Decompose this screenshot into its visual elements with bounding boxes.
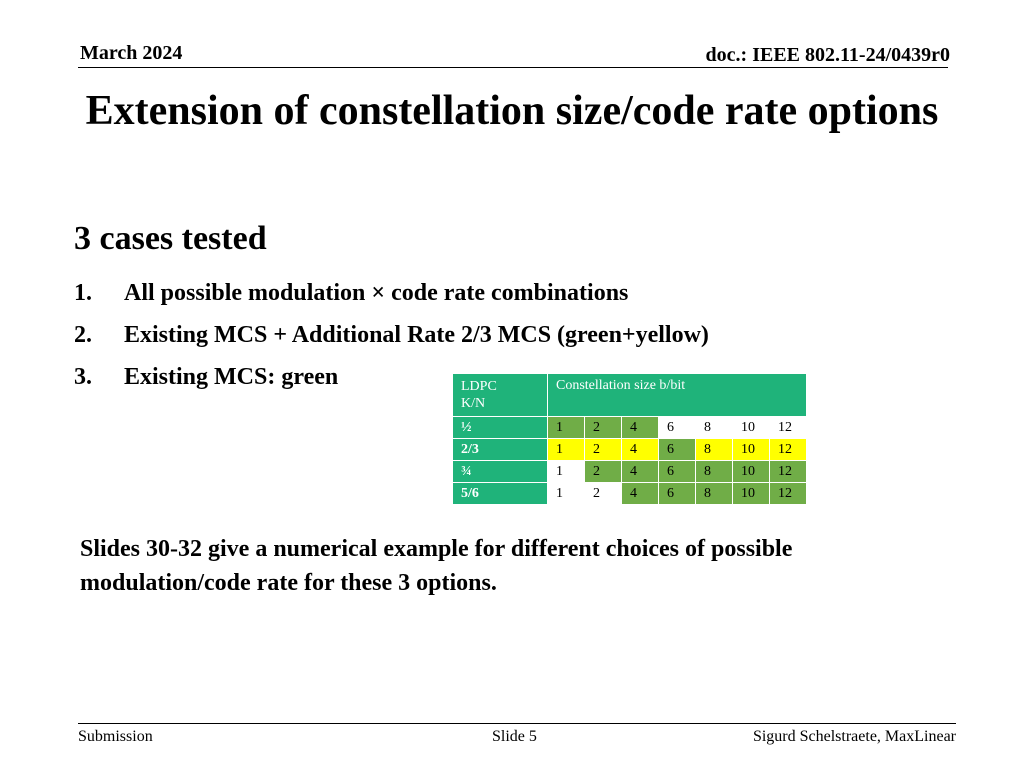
list-number: 1. xyxy=(74,280,92,306)
list-text: Existing MCS + Additional Rate 2/3 MCS (… xyxy=(124,322,709,348)
footer-submission: Submission xyxy=(78,728,153,745)
mcs-cell: 12 xyxy=(769,438,807,461)
mcs-cell: 12 xyxy=(769,460,807,483)
list-number: 3. xyxy=(74,364,92,390)
list-text: All possible modulation × code rate comb… xyxy=(124,280,629,306)
mcs-cell: 4 xyxy=(621,460,659,483)
table-row: ¾ 1 2 4 6 8 10 12 xyxy=(452,460,807,483)
mcs-cell: 10 xyxy=(732,416,770,439)
mcs-cell: 8 xyxy=(695,460,733,483)
rate-label-cell: 2/3 xyxy=(452,438,548,461)
header-date: March 2024 xyxy=(80,42,183,64)
mcs-cell: 2 xyxy=(584,482,622,505)
mcs-cell: 1 xyxy=(547,482,585,505)
corner-label: LDPC K/N xyxy=(461,379,497,411)
mcs-cell: 12 xyxy=(769,416,807,439)
cases-list: 1. All possible modulation × code rate co… xyxy=(74,276,709,402)
rate-label-cell: ¾ xyxy=(452,460,548,483)
table-row: 5/6 1 2 4 6 8 10 12 xyxy=(452,482,807,505)
rate-label-cell: ½ xyxy=(452,416,548,439)
slide-note: Slides 30-32 give a numerical example fo… xyxy=(80,536,793,596)
footer-divider xyxy=(78,723,956,724)
mcs-cell: 2 xyxy=(584,416,622,439)
mcs-cell: 8 xyxy=(695,416,733,439)
mcs-cell: 8 xyxy=(695,482,733,505)
mcs-cell: 6 xyxy=(658,438,696,461)
mcs-cell: 2 xyxy=(584,438,622,461)
footer-slide-number: Slide 5 xyxy=(492,728,537,745)
header-doc-id: doc.: IEEE 802.11-24/0439r0 xyxy=(705,44,950,66)
table-row: ½ 1 2 4 6 8 10 12 xyxy=(452,416,807,439)
list-item: 1. All possible modulation × code rate co… xyxy=(74,276,709,318)
rate-label-cell: 5/6 xyxy=(452,482,548,505)
mcs-cell: 4 xyxy=(621,416,659,439)
table-header-cell: Constellation size b/bit xyxy=(547,373,807,417)
mcs-cell: 10 xyxy=(732,438,770,461)
slide-title: Extension of constellation size/code rat… xyxy=(85,88,939,134)
mcs-cell: 12 xyxy=(769,482,807,505)
list-text: Existing MCS: green xyxy=(124,364,339,390)
mcs-cell: 6 xyxy=(658,460,696,483)
mcs-cell: 1 xyxy=(547,438,585,461)
header-divider xyxy=(78,67,948,68)
table-corner-cell: LDPC K/N xyxy=(452,373,548,417)
list-item: 2. Existing MCS + Additional Rate 2/3 MCS… xyxy=(74,318,709,360)
mcs-cell: 10 xyxy=(732,460,770,483)
mcs-cell: 4 xyxy=(621,482,659,505)
mcs-cell: 6 xyxy=(658,416,696,439)
cases-heading: 3 cases tested xyxy=(74,220,267,257)
footer-author: Sigurd Schelstraete, MaxLinear xyxy=(752,728,956,745)
mcs-cell: 4 xyxy=(621,438,659,461)
mcs-cell: 8 xyxy=(695,438,733,461)
mcs-cell: 10 xyxy=(732,482,770,505)
mcs-cell: 2 xyxy=(584,460,622,483)
mcs-cell: 6 xyxy=(658,482,696,505)
list-number: 2. xyxy=(74,322,92,348)
mcs-cell: 1 xyxy=(547,460,585,483)
mcs-cell: 1 xyxy=(547,416,585,439)
list-item: 3. Existing MCS: green xyxy=(74,360,709,402)
table-row: 2/3 1 2 4 6 8 10 12 xyxy=(452,438,807,461)
table-header-row: LDPC K/N Constellation size b/bit xyxy=(452,373,807,417)
